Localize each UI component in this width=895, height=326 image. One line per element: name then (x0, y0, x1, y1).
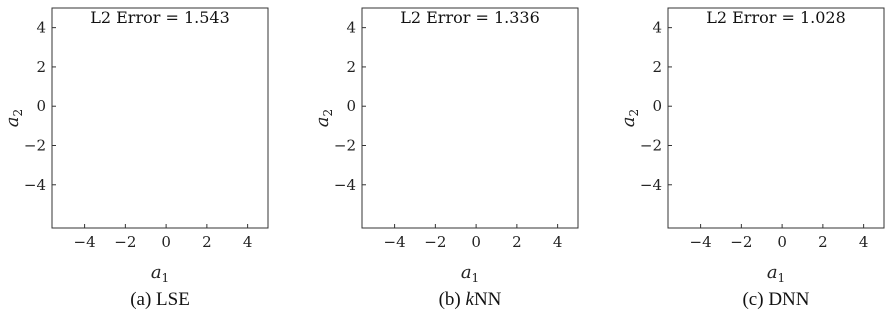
axes-frame (51, 7, 269, 229)
x-axis-label: a1 (151, 262, 169, 285)
y-tick-label: 4 (346, 19, 356, 37)
subfigure-caption: (b) kNN (439, 289, 502, 310)
x-tick-label: 2 (512, 233, 522, 251)
chart-title: L2 Error = 1.336 (400, 8, 540, 27)
x-tick-label: −4 (690, 233, 712, 251)
x-axis-label: a1 (461, 262, 479, 285)
chart-title: L2 Error = 1.543 (90, 8, 230, 27)
x-tick-label: 0 (471, 233, 481, 251)
x-tick-label: 4 (859, 233, 869, 251)
y-tick-label: 4 (36, 19, 46, 37)
y-tick-label: 0 (346, 97, 356, 115)
y-tick-label: −4 (334, 176, 356, 194)
panel-a: −4 −2 0 2 4 −4 −2 0 2 4 L2 Error = 1.543 a1 a2 (a) LS… (2, 7, 269, 310)
y-axis-label: a2 (312, 109, 335, 127)
x-tick-label: 4 (553, 233, 563, 251)
y-tick-label: −2 (640, 137, 662, 155)
y-tick-label: 4 (652, 19, 662, 37)
subfigure-caption: (a) LSE (130, 289, 190, 310)
x-tick-label: −2 (424, 233, 446, 251)
x-tick-label: −4 (384, 233, 406, 251)
x-tick-label: 4 (243, 233, 253, 251)
y-tick-label: −2 (334, 137, 356, 155)
y-tick-label: 2 (346, 58, 356, 76)
y-tick-label: −2 (24, 137, 46, 155)
y-tick-label: −4 (24, 176, 46, 194)
y-tick-label: 2 (36, 58, 46, 76)
x-tick-label: 0 (777, 233, 787, 251)
axes-frame (361, 7, 579, 229)
y-tick-label: 0 (36, 97, 46, 115)
x-tick-label: −2 (730, 233, 752, 251)
axes-frame (667, 7, 885, 229)
y-tick-label: 2 (652, 58, 662, 76)
x-tick-label: −2 (114, 233, 136, 251)
y-tick-label: −4 (640, 176, 662, 194)
panel-b: −4 −2 0 2 4 −4 −2 0 2 4 L2 Error = 1.336 a1 a2 (b) kN… (312, 7, 579, 310)
y-axis-label: a2 (2, 109, 25, 127)
x-axis-label: a1 (767, 262, 785, 285)
x-tick-label: 0 (161, 233, 171, 251)
y-tick-label: 0 (652, 97, 662, 115)
chart-title: L2 Error = 1.028 (706, 8, 846, 27)
x-tick-label: −4 (74, 233, 96, 251)
subfigure-caption: (c) DNN (742, 289, 809, 310)
panel-c: −4 −2 0 2 4 −4 −2 0 2 4 L2 Error = 1.028 a1 a2 (c) DN… (618, 7, 885, 310)
x-tick-label: 2 (818, 233, 828, 251)
x-tick-label: 2 (202, 233, 212, 251)
y-axis-label: a2 (618, 109, 641, 127)
